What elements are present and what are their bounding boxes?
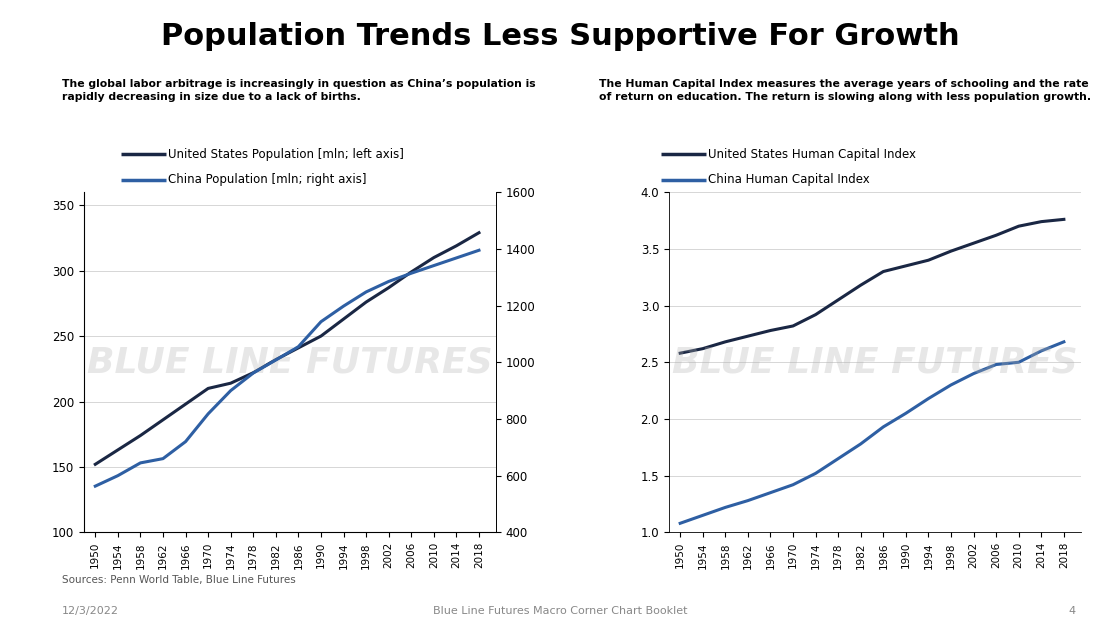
Text: The Human Capital Index measures the average years of schooling and the rate
of : The Human Capital Index measures the ave…: [599, 79, 1091, 102]
Text: 12/3/2022: 12/3/2022: [62, 606, 119, 616]
Text: United States Human Capital Index: United States Human Capital Index: [708, 148, 916, 161]
Text: BLUE LINE FUTURES: BLUE LINE FUTURES: [87, 345, 493, 379]
Text: 4: 4: [1068, 606, 1075, 616]
Text: Population Trends Less Supportive For Growth: Population Trends Less Supportive For Gr…: [160, 22, 960, 51]
Text: BLUE LINE FUTURES: BLUE LINE FUTURES: [672, 345, 1077, 379]
Text: The global labor arbitrage is increasingly in question as China’s population is
: The global labor arbitrage is increasing…: [62, 79, 535, 102]
Text: Blue Line Futures Macro Corner Chart Booklet: Blue Line Futures Macro Corner Chart Boo…: [432, 606, 688, 616]
Text: China Human Capital Index: China Human Capital Index: [708, 173, 869, 186]
Text: United States Population [mln; left axis]: United States Population [mln; left axis…: [168, 148, 404, 161]
Text: Sources: Penn World Table, Blue Line Futures: Sources: Penn World Table, Blue Line Fut…: [62, 575, 296, 585]
Text: China Population [mln; right axis]: China Population [mln; right axis]: [168, 173, 366, 186]
